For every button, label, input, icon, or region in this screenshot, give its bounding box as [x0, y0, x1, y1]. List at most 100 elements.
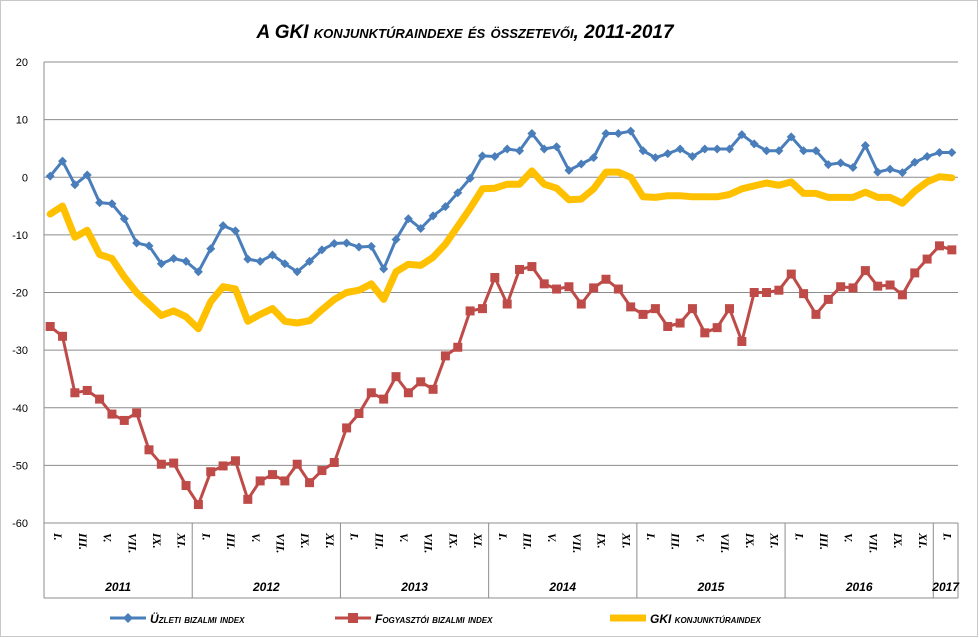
data-point: [218, 221, 228, 231]
data-point: [897, 290, 907, 300]
data-point: [613, 284, 623, 294]
data-point: [95, 198, 105, 208]
data-point: [181, 481, 191, 491]
data-point: [515, 146, 525, 156]
data-point: [428, 384, 438, 394]
year-label: 2012: [252, 580, 280, 594]
data-point: [193, 500, 203, 510]
data-point: [329, 239, 339, 249]
x-tick-label: I.: [940, 532, 954, 541]
data-point: [329, 457, 339, 467]
data-point: [169, 458, 179, 468]
data-point: [564, 282, 574, 292]
data-point: [292, 267, 302, 277]
data-point: [119, 415, 129, 425]
x-tick-label: VII.: [570, 533, 584, 553]
data-point: [95, 394, 105, 404]
data-point: [860, 266, 870, 276]
data-point: [626, 302, 636, 312]
data-point: [650, 304, 660, 314]
y-tick-label: -50: [12, 460, 28, 472]
data-point: [638, 309, 648, 319]
data-point: [465, 306, 475, 316]
x-tick-label: XI.: [619, 532, 633, 549]
data-point: [428, 211, 438, 221]
data-point: [379, 394, 389, 404]
data-point: [675, 318, 685, 328]
x-tick-label: I.: [199, 532, 213, 541]
legend-label: GKI konjunktúraindex: [650, 612, 762, 626]
data-point: [193, 267, 203, 277]
data-point: [786, 269, 796, 279]
data-point: [774, 285, 784, 295]
data-point: [230, 456, 240, 466]
data-point: [626, 126, 636, 136]
data-point: [82, 385, 92, 395]
data-point: [725, 304, 734, 314]
data-point: [749, 288, 759, 297]
data-point: [576, 159, 586, 169]
y-tick-label: -60: [12, 518, 28, 530]
data-point: [144, 241, 154, 251]
data-point: [762, 288, 772, 297]
data-point: [477, 151, 487, 161]
series: [45, 126, 957, 510]
x-tick-label: XI.: [916, 532, 930, 549]
data-point: [366, 241, 376, 251]
data-point: [552, 142, 562, 152]
legend-item: Üzleti bizalmi index: [110, 611, 245, 626]
data-point: [947, 147, 957, 157]
y-tick-label: 20: [16, 57, 28, 69]
data-point: [934, 147, 944, 157]
data-point: [762, 146, 772, 156]
y-tick-label: -40: [12, 403, 28, 415]
x-tick-label: III.: [521, 532, 535, 550]
data-point: [317, 245, 327, 255]
data-point: [650, 153, 660, 163]
data-point: [675, 144, 685, 154]
data-point: [601, 274, 611, 284]
data-point: [786, 132, 796, 142]
data-point: [527, 128, 537, 138]
data-point: [305, 478, 315, 488]
year-label: 2016: [845, 580, 873, 594]
y-tick-label: 0: [22, 172, 28, 184]
data-point: [255, 476, 265, 486]
data-point: [230, 226, 240, 236]
data-point: [490, 273, 500, 283]
x-tick-label: XI.: [323, 532, 337, 549]
data-point: [477, 304, 487, 314]
data-point: [366, 388, 376, 398]
data-point: [45, 171, 55, 181]
data-point: [638, 146, 648, 156]
legend-item: Fogyasztói bizalmi index: [335, 612, 493, 626]
data-point: [712, 144, 722, 154]
data-point: [663, 321, 673, 331]
data-point: [144, 445, 154, 455]
data-point: [70, 180, 80, 190]
x-tick-label: V.: [101, 533, 115, 542]
data-point: [58, 331, 68, 341]
data-point: [687, 304, 697, 314]
data-point: [922, 152, 932, 162]
chart-title: A GKI konjunktúraindexe és összetevői, 2…: [255, 22, 675, 43]
legend-label: Üzleti bizalmi index: [150, 611, 245, 626]
x-tick-label: I.: [496, 532, 510, 541]
year-label: 2015: [697, 580, 725, 594]
data-point: [132, 408, 142, 418]
data-point: [440, 351, 450, 361]
legend-label: Fogyasztói bizalmi index: [375, 612, 493, 626]
x-tick-label: VII.: [718, 533, 732, 553]
data-point: [539, 279, 549, 289]
data-point: [700, 144, 710, 154]
data-point: [280, 476, 290, 486]
x-tick-label: XI.: [768, 532, 782, 549]
series-line: [46, 167, 956, 333]
year-label: 2011: [104, 580, 131, 594]
data-point: [613, 128, 623, 138]
legend: Üzleti bizalmi index Fogyasztói bizalmi i…: [110, 611, 762, 626]
x-tick-label: IX.: [891, 532, 905, 549]
data-point: [922, 254, 932, 264]
data-point: [490, 152, 500, 162]
